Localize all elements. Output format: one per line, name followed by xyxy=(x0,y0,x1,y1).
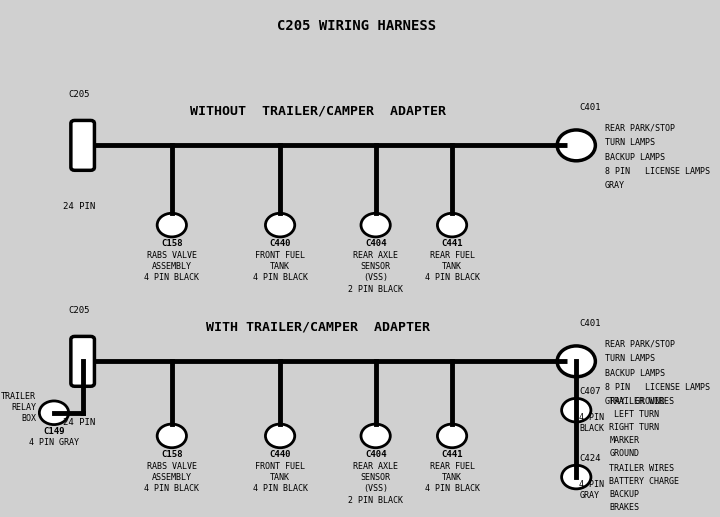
Text: 8 PIN   LICENSE LAMPS: 8 PIN LICENSE LAMPS xyxy=(605,167,710,176)
Text: TURN LAMPS: TURN LAMPS xyxy=(605,138,655,147)
Text: C440: C440 xyxy=(269,239,291,249)
Text: 4 PIN: 4 PIN xyxy=(580,413,605,422)
Text: TANK: TANK xyxy=(442,473,462,482)
Text: TRAILER WIRES: TRAILER WIRES xyxy=(609,464,675,473)
Text: GRAY: GRAY xyxy=(605,181,625,190)
Text: REAR FUEL: REAR FUEL xyxy=(430,251,474,260)
Text: C404: C404 xyxy=(365,450,387,459)
Text: C205: C205 xyxy=(68,90,90,99)
Text: C205: C205 xyxy=(68,306,90,315)
Circle shape xyxy=(266,213,294,237)
Text: FRONT FUEL: FRONT FUEL xyxy=(255,462,305,470)
Circle shape xyxy=(361,213,390,237)
Text: TANK: TANK xyxy=(270,473,290,482)
Text: WITHOUT  TRAILER/CAMPER  ADAPTER: WITHOUT TRAILER/CAMPER ADAPTER xyxy=(190,104,446,117)
Text: 4 PIN BLACK: 4 PIN BLACK xyxy=(144,273,199,282)
Text: WITH TRAILER/CAMPER  ADAPTER: WITH TRAILER/CAMPER ADAPTER xyxy=(207,320,431,333)
Text: 24 PIN: 24 PIN xyxy=(63,202,96,211)
Text: REAR PARK/STOP: REAR PARK/STOP xyxy=(605,340,675,349)
Text: C441: C441 xyxy=(441,450,463,459)
Text: MARKER: MARKER xyxy=(609,436,639,445)
Text: C440: C440 xyxy=(269,450,291,459)
Text: GRAY  GROUND: GRAY GROUND xyxy=(605,398,665,406)
Text: GRAY: GRAY xyxy=(580,491,600,500)
Text: 4 PIN BLACK: 4 PIN BLACK xyxy=(253,484,307,493)
Circle shape xyxy=(361,424,390,448)
Text: 4 PIN: 4 PIN xyxy=(580,480,605,489)
Text: (VSS): (VSS) xyxy=(363,273,388,282)
Text: BACKUP LAMPS: BACKUP LAMPS xyxy=(605,369,665,377)
Text: TRAILER: TRAILER xyxy=(1,392,36,402)
Text: 4 PIN BLACK: 4 PIN BLACK xyxy=(253,273,307,282)
Text: SENSOR: SENSOR xyxy=(361,473,391,482)
Text: TANK: TANK xyxy=(270,262,290,271)
FancyBboxPatch shape xyxy=(71,337,94,386)
Text: RABS VALVE: RABS VALVE xyxy=(147,251,197,260)
Text: RIGHT TURN: RIGHT TURN xyxy=(609,423,660,432)
Text: FRONT FUEL: FRONT FUEL xyxy=(255,251,305,260)
Text: C158: C158 xyxy=(161,450,183,459)
Text: C407: C407 xyxy=(580,387,601,396)
Text: TURN LAMPS: TURN LAMPS xyxy=(605,354,655,363)
Text: REAR FUEL: REAR FUEL xyxy=(430,462,474,470)
Text: ASSEMBLY: ASSEMBLY xyxy=(152,473,192,482)
Text: BRAKES: BRAKES xyxy=(609,503,639,512)
Text: GROUND: GROUND xyxy=(609,449,639,458)
Circle shape xyxy=(562,465,591,489)
Text: BLACK: BLACK xyxy=(580,424,605,433)
Text: C205 WIRING HARNESS: C205 WIRING HARNESS xyxy=(277,19,436,34)
Circle shape xyxy=(157,213,186,237)
Text: C424: C424 xyxy=(580,453,601,463)
Text: C401: C401 xyxy=(580,319,601,328)
Text: (VSS): (VSS) xyxy=(363,484,388,493)
Text: C158: C158 xyxy=(161,239,183,249)
Text: 8 PIN   LICENSE LAMPS: 8 PIN LICENSE LAMPS xyxy=(605,383,710,392)
Circle shape xyxy=(438,213,467,237)
Circle shape xyxy=(266,424,294,448)
Text: RABS VALVE: RABS VALVE xyxy=(147,462,197,470)
Text: SENSOR: SENSOR xyxy=(361,262,391,271)
Text: 2 PIN BLACK: 2 PIN BLACK xyxy=(348,285,403,294)
Circle shape xyxy=(40,401,68,424)
Text: REAR PARK/STOP: REAR PARK/STOP xyxy=(605,124,675,133)
Text: TRAILER WIRES: TRAILER WIRES xyxy=(609,398,675,406)
Circle shape xyxy=(157,424,186,448)
Text: ASSEMBLY: ASSEMBLY xyxy=(152,262,192,271)
Text: TANK: TANK xyxy=(442,262,462,271)
Text: REAR AXLE: REAR AXLE xyxy=(353,251,398,260)
Text: LEFT TURN: LEFT TURN xyxy=(609,410,660,419)
Text: C404: C404 xyxy=(365,239,387,249)
Text: BACKUP: BACKUP xyxy=(609,490,639,499)
Text: BACKUP LAMPS: BACKUP LAMPS xyxy=(605,153,665,162)
FancyBboxPatch shape xyxy=(71,120,94,170)
Text: 2 PIN BLACK: 2 PIN BLACK xyxy=(348,496,403,505)
Text: C401: C401 xyxy=(580,103,601,112)
Text: 4 PIN BLACK: 4 PIN BLACK xyxy=(425,484,480,493)
Text: 4 PIN BLACK: 4 PIN BLACK xyxy=(144,484,199,493)
Text: 24 PIN: 24 PIN xyxy=(63,418,96,427)
Circle shape xyxy=(557,130,595,161)
Circle shape xyxy=(557,346,595,377)
Text: BATTERY CHARGE: BATTERY CHARGE xyxy=(609,477,680,486)
Text: 4 PIN GRAY: 4 PIN GRAY xyxy=(29,438,79,448)
Text: C441: C441 xyxy=(441,239,463,249)
Text: REAR AXLE: REAR AXLE xyxy=(353,462,398,470)
Circle shape xyxy=(562,399,591,422)
Text: C149: C149 xyxy=(43,427,65,436)
Circle shape xyxy=(438,424,467,448)
Text: RELAY: RELAY xyxy=(11,403,36,412)
Text: 4 PIN BLACK: 4 PIN BLACK xyxy=(425,273,480,282)
Text: BOX: BOX xyxy=(21,414,36,423)
